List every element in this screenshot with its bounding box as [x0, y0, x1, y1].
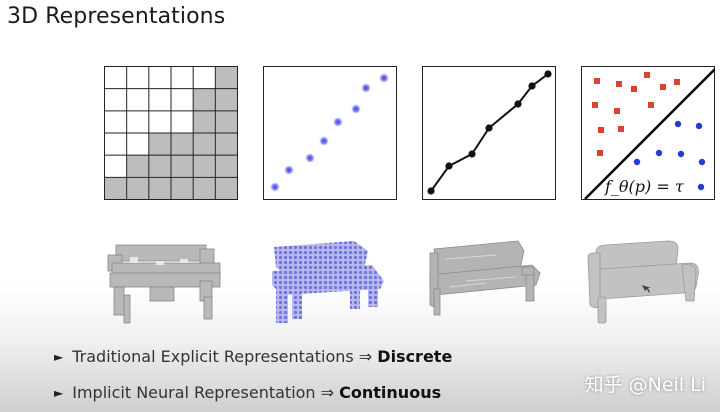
bullet-emphasis: Continuous [339, 383, 442, 402]
slide-title: 3D Representations [7, 4, 226, 29]
voxel-cell [148, 110, 171, 133]
voxel-cell [148, 88, 171, 111]
voxel-cell [171, 177, 194, 200]
voxel-cell [126, 66, 149, 89]
implicit-panel: f_θ(p) = τ [581, 66, 715, 200]
voxel-cell [126, 133, 149, 156]
voxel-cell [171, 110, 194, 133]
mesh-bench-icon [429, 240, 541, 316]
bullet-marker-icon: ► [54, 386, 64, 400]
voxel-cell [171, 88, 194, 111]
voxel-cell [193, 88, 216, 111]
voxel-cell [104, 155, 127, 178]
mesh-bench-image [426, 235, 546, 335]
voxel-cell [215, 133, 238, 156]
voxel-cell [171, 155, 194, 178]
point-cloud-bench-image [268, 235, 388, 335]
voxel-cell [104, 88, 127, 111]
voxel-cell [215, 66, 238, 89]
bullet-marker-icon: ► [54, 350, 64, 364]
voxel-grid-icon [104, 66, 238, 200]
voxel-cell [104, 133, 127, 156]
voxel-cell [148, 177, 171, 200]
voxel-cell [126, 110, 149, 133]
bullet-text: Traditional Explicit Representations ⇒ [72, 347, 378, 366]
voxel-bench-image [102, 235, 232, 335]
voxel-cell [148, 155, 171, 178]
point-cloud-bench-icon [272, 241, 384, 323]
bullet-text: Implicit Neural Representation ⇒ [72, 383, 340, 402]
voxel-cell [126, 155, 149, 178]
mesh-panel [422, 66, 556, 200]
voxel-cell [215, 177, 238, 200]
bullet-implicit: ► Implicit Neural Representation ⇒ Contin… [54, 383, 441, 402]
voxel-cell [215, 155, 238, 178]
voxel-cell [104, 177, 127, 200]
voxel-cell [215, 110, 238, 133]
voxel-cell [171, 66, 194, 89]
voxel-cell [126, 88, 149, 111]
voxel-cell [148, 133, 171, 156]
voxel-grid-panel [104, 66, 238, 200]
voxel-cell [193, 110, 216, 133]
voxel-cell [171, 133, 194, 156]
voxel-cell [148, 66, 171, 89]
voxel-cell [104, 110, 127, 133]
bullet-emphasis: Discrete [377, 347, 453, 366]
voxel-cell [215, 88, 238, 111]
voxel-bench-icon [107, 244, 221, 324]
voxel-cell [193, 66, 216, 89]
voxel-cell [193, 133, 216, 156]
voxel-cell [126, 177, 149, 200]
voxel-cell [193, 155, 216, 178]
implicit-formula: f_θ(p) = τ [604, 177, 685, 196]
point-cloud-icon [263, 66, 397, 200]
implicit-bench-image [586, 235, 706, 335]
point-cloud-panel [263, 66, 397, 200]
implicit-boundary-icon: f_θ(p) = τ [581, 66, 715, 200]
bullet-explicit: ► Traditional Explicit Representations ⇒ … [54, 347, 452, 366]
implicit-bench-icon [587, 240, 699, 324]
voxel-cell [193, 177, 216, 200]
watermark: 知乎 @Neil Li [584, 374, 706, 396]
mesh-polyline-icon [422, 66, 556, 200]
voxel-cell [104, 66, 127, 89]
